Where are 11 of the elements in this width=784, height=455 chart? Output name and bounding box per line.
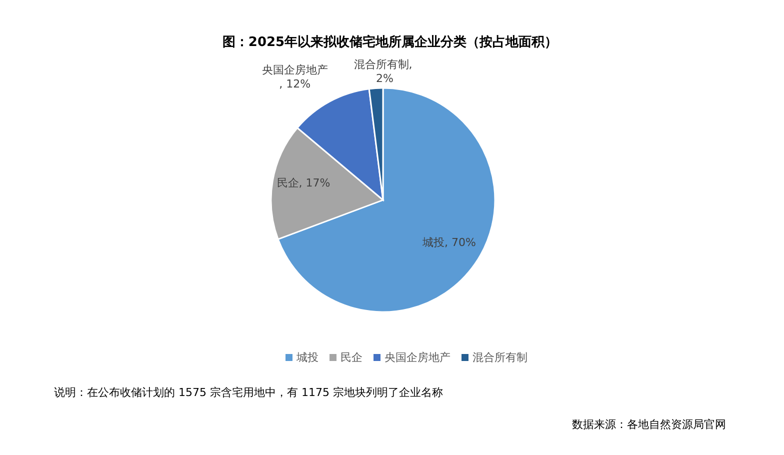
legend-label: 央国企房地产	[384, 351, 450, 364]
legend-label: 混合所有制	[472, 351, 528, 364]
data-label: 混合所有制, 2%	[354, 58, 412, 85]
legend-label: 城投	[296, 351, 318, 364]
data-label: 央国企房地产, 12%	[262, 63, 328, 90]
source-note: 数据来源：各地自然资源局官网	[572, 418, 726, 431]
legend-label: 民企	[340, 351, 362, 364]
chart-title: 图：2025年以来拟收储宅地所属企业分类（按占地面积）	[222, 34, 558, 50]
data-label: 民企, 17%	[276, 176, 330, 190]
text: 说明：在公布收储计划的 1575 宗含宅用地中，有 1175 宗地块列明了企业名称	[54, 386, 443, 399]
data-label: 城投, 70%	[422, 236, 476, 249]
